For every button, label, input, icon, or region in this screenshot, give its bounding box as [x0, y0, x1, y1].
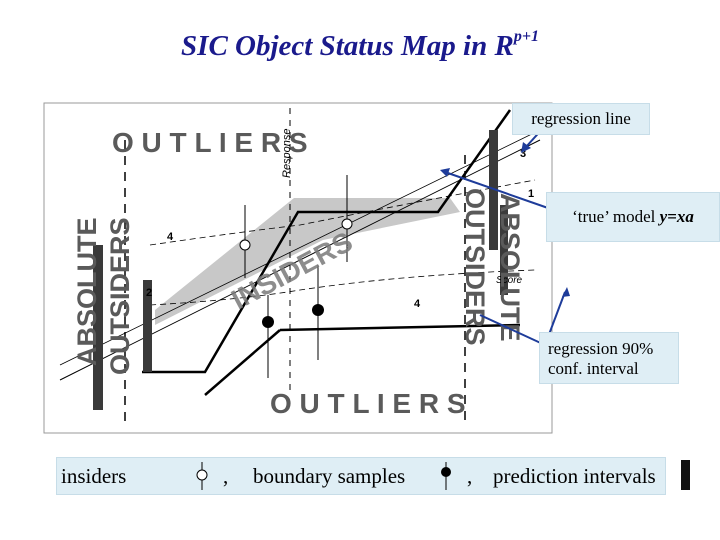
outliers-top-label: O U T L I E R S: [112, 127, 308, 158]
arrow-regression-line-head: [521, 142, 531, 153]
callout-true-model-formula: y=xa: [659, 207, 694, 226]
marker-3: 3: [520, 148, 526, 160]
legend-sep-2: ,: [467, 464, 473, 488]
outliers-bottom-label: O U T L I E R S: [270, 388, 466, 419]
legend-insiders-label: insiders: [61, 464, 127, 488]
insider-sample: [341, 175, 353, 262]
absolute-left-label: ABSOLUTE: [72, 218, 102, 367]
response-axis-label: Response: [281, 128, 293, 178]
legend-insider-icon: [196, 462, 208, 490]
legend-prediction-icon: [681, 460, 690, 490]
outsiders-right-label: OUTSIDERS: [460, 188, 490, 346]
callout-regression-line: regression line: [512, 103, 650, 135]
page-title: SIC Object Status Map in Rp+1: [0, 28, 720, 63]
legend-sep-1: ,: [223, 464, 229, 488]
callout-true-model: ‘true’ model y=xa: [546, 192, 720, 242]
callout-conf-line1: regression 90%: [548, 339, 654, 358]
arrow-conf-interval: [479, 314, 546, 346]
insiders-band: [155, 198, 460, 325]
second-model-line: [279, 323, 521, 332]
title-superscript: p+1: [513, 28, 539, 45]
insider-sample: [239, 205, 251, 278]
legend-boundary-label: boundary samples: [253, 464, 406, 488]
absolute-right-label: ABSOLUTE: [495, 193, 525, 342]
bar-left-2: [143, 280, 152, 372]
callout-conf-line2: conf. interval: [548, 359, 639, 378]
boundary-sample: [262, 295, 274, 378]
title-text: SIC Object Status Map in R: [181, 30, 514, 62]
marker-4b: 4: [414, 298, 421, 310]
callout-true-model-prefix: ‘true’ model: [572, 207, 660, 226]
plot-frame: [43, 102, 553, 434]
bar-right-2: [500, 205, 508, 295]
callout-conf-interval: regression 90% conf. interval: [539, 332, 679, 384]
conf-interval-lower-curve: [149, 269, 536, 306]
arrow-conf-interval-head: [562, 287, 570, 297]
arrow-true-model: [444, 171, 549, 209]
marker-2: 2: [146, 287, 152, 299]
marker-4a: 4: [167, 231, 174, 243]
marker-1: 1: [528, 188, 534, 200]
boundary-sample: [312, 265, 324, 360]
score-axis-label: Score: [496, 275, 523, 286]
legend: insiders , boundary samples , prediction…: [56, 457, 690, 495]
arrow-true-model-head: [440, 168, 450, 177]
outsiders-left-label: OUTSIDERS: [105, 217, 135, 375]
bar-left-1: [93, 245, 103, 410]
legend-prediction-label: prediction intervals: [493, 464, 656, 488]
legend-boundary-icon: [441, 462, 451, 490]
conf-upper: [59, 129, 541, 366]
